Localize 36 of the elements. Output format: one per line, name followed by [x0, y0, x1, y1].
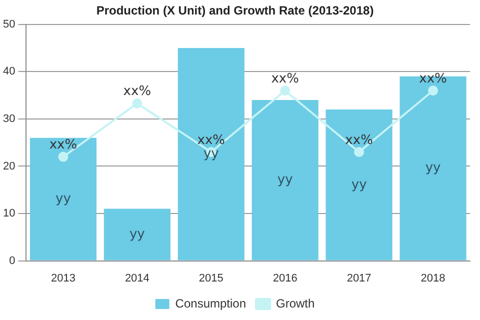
x-tick-label: 2015: [198, 272, 224, 284]
data-label: yy: [203, 146, 220, 162]
data-label: yy: [129, 226, 146, 242]
point: [280, 86, 290, 96]
point: [354, 147, 364, 158]
chart-title: Production (X Unit) and Growth Rate (2013-2018): [96, 4, 374, 18]
x-tick-label: 2014: [124, 272, 150, 284]
data-label: yy: [277, 172, 294, 188]
x-tick-label: 2013: [50, 272, 76, 284]
bar: [30, 138, 96, 260]
x-tick-label: 2018: [420, 272, 446, 284]
data-label: xx%: [345, 132, 373, 148]
data-label: xx%: [123, 84, 152, 100]
y-tick-label: 50: [2, 18, 16, 30]
point: [132, 98, 142, 108]
point: [428, 86, 438, 96]
y-tick-label: 20: [2, 160, 16, 172]
data-label: xx%: [49, 138, 78, 153]
bar: [104, 208, 170, 260]
legend-label: Growth: [276, 296, 315, 310]
bar: [326, 110, 392, 260]
data-label: xx%: [271, 71, 299, 86]
x-tick-label: 2016: [272, 272, 298, 284]
bar: [178, 48, 244, 260]
data-label: yy: [425, 160, 442, 176]
data-label: yy: [56, 191, 72, 206]
y-tick-label: 30: [2, 112, 16, 125]
legend-label: Consumption: [175, 296, 246, 310]
data-label: xx%: [197, 132, 226, 148]
y-tick-label: 0: [9, 254, 16, 267]
bar: [252, 100, 318, 260]
data-label: yy: [351, 177, 368, 192]
y-tick-label: 40: [2, 66, 16, 78]
x-tick-label: 2017: [346, 272, 372, 284]
y-tick-label: 10: [2, 208, 16, 220]
point: [58, 152, 68, 162]
